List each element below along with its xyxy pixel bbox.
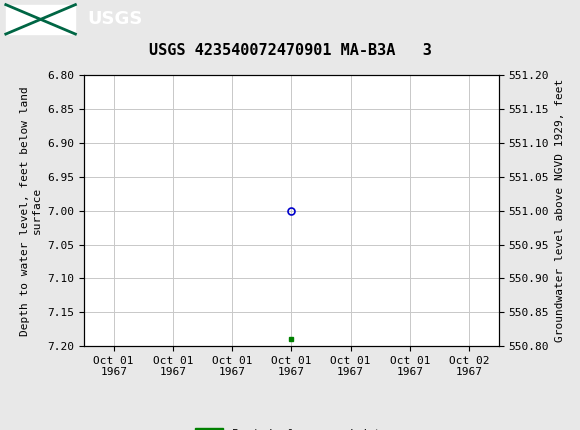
Y-axis label: Groundwater level above NGVD 1929, feet: Groundwater level above NGVD 1929, feet xyxy=(554,79,564,342)
Text: USGS 423540072470901 MA-B3A   3: USGS 423540072470901 MA-B3A 3 xyxy=(148,43,432,58)
Legend: Period of approved data: Period of approved data xyxy=(191,424,392,430)
Text: USGS: USGS xyxy=(87,10,142,28)
Bar xyxy=(6,5,75,34)
Y-axis label: Depth to water level, feet below land
surface: Depth to water level, feet below land su… xyxy=(20,86,42,335)
